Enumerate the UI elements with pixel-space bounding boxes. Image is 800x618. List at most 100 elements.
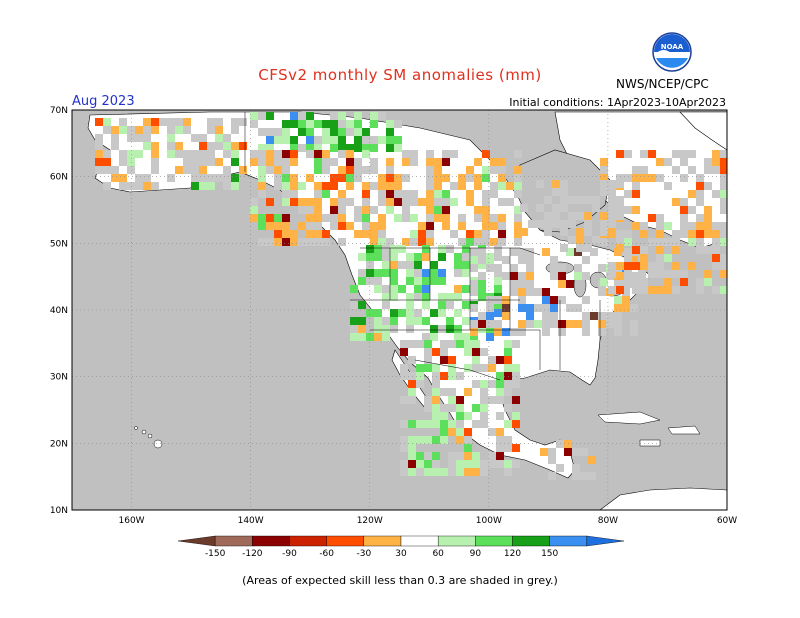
anomaly-cell <box>550 272 558 280</box>
anomaly-cell <box>422 301 430 309</box>
anomaly-cell <box>552 204 560 212</box>
anomaly-cell <box>450 150 458 158</box>
anomaly-cell <box>720 206 727 214</box>
anomaly-cell <box>464 348 472 356</box>
anomaly-cell <box>434 198 442 206</box>
anomaly-cell <box>504 364 512 372</box>
anomaly-cell <box>282 120 290 128</box>
anomaly-cell <box>159 118 167 126</box>
anomaly-cell <box>390 309 398 317</box>
anomaly-cell <box>103 126 111 134</box>
anomaly-cell <box>688 150 696 158</box>
anomaly-cell <box>478 248 486 256</box>
anomaly-cell <box>494 320 502 328</box>
anomaly-cell <box>504 348 512 356</box>
anomaly-cell <box>298 198 306 206</box>
anomaly-cell <box>207 174 215 182</box>
anomaly-cell <box>498 214 506 222</box>
anomaly-cell <box>426 230 434 238</box>
anomaly-cell <box>386 182 394 190</box>
anomaly-cell <box>640 246 648 254</box>
anomaly-cell <box>282 190 290 198</box>
anomaly-cell <box>640 286 648 294</box>
political-borders <box>244 112 601 381</box>
anomaly-cell <box>191 134 199 142</box>
anomaly-cell <box>394 190 402 198</box>
anomaly-cell <box>143 142 151 150</box>
anomaly-cell <box>306 222 314 230</box>
anomaly-cell <box>119 158 127 166</box>
anomaly-cell <box>314 230 322 238</box>
anomaly-cell <box>518 288 526 296</box>
anomaly-cell <box>572 464 580 472</box>
anomaly-cell <box>167 126 175 134</box>
anomaly-cell <box>426 158 434 166</box>
anomaly-cell <box>542 304 550 312</box>
anomaly-cell <box>414 269 422 277</box>
anomaly-cell <box>434 182 442 190</box>
anomaly-cell <box>656 238 664 246</box>
anomaly-cell <box>354 144 362 152</box>
anomaly-cell <box>510 248 518 256</box>
anomaly-cell <box>354 158 362 166</box>
anomaly-cell <box>482 238 490 246</box>
anomaly-cell <box>215 134 223 142</box>
anomaly-cell <box>266 222 274 230</box>
anomaly-cell <box>414 309 422 317</box>
anomaly-cell <box>496 388 504 396</box>
anomaly-cell <box>720 198 727 206</box>
anomaly-cell <box>382 245 390 253</box>
anomaly-cell <box>564 448 572 456</box>
anomaly-cell <box>592 204 600 212</box>
anomaly-cell <box>127 150 135 158</box>
anomaly-cell <box>400 396 408 404</box>
anomaly-cell <box>400 436 408 444</box>
anomaly-cell <box>362 150 370 158</box>
anomaly-cell <box>550 320 558 328</box>
anomaly-cell <box>448 396 456 404</box>
anomaly-cell <box>534 288 542 296</box>
anomaly-cell <box>656 270 664 278</box>
anomaly-cell <box>274 182 282 190</box>
anomaly-cell <box>552 180 560 188</box>
anomaly-cell <box>648 270 656 278</box>
anomaly-cell <box>434 166 442 174</box>
anomaly-cell <box>480 380 488 388</box>
anomaly-cell <box>298 222 306 230</box>
anomaly-cell <box>370 166 378 174</box>
anomaly-cell <box>422 333 430 341</box>
anomaly-cell <box>422 285 430 293</box>
anomaly-cell <box>258 144 266 152</box>
anomaly-cell <box>624 206 632 214</box>
anomaly-cell <box>656 158 664 166</box>
anomaly-cell <box>526 248 534 256</box>
anomaly-cell <box>494 285 502 293</box>
anomaly-cell <box>478 256 486 264</box>
anomaly-cell <box>426 198 434 206</box>
anomaly-cell <box>382 253 390 261</box>
anomaly-cell <box>696 174 704 182</box>
anomaly-cell <box>258 128 266 136</box>
anomaly-cell <box>536 204 544 212</box>
anomaly-cell <box>512 380 520 388</box>
anomaly-cell <box>314 222 322 230</box>
anomaly-cell <box>696 222 704 230</box>
anomaly-cell <box>606 320 614 328</box>
anomaly-cell <box>712 246 720 254</box>
anomaly-cell <box>680 222 688 230</box>
anomaly-cell <box>274 222 282 230</box>
anomaly-cell <box>207 182 215 190</box>
anomaly-cell <box>414 261 422 269</box>
anomaly-cell <box>704 278 712 286</box>
anomaly-cell <box>688 222 696 230</box>
anomaly-cell <box>466 166 474 174</box>
anomaly-cell <box>464 468 472 476</box>
anomaly-cell <box>414 293 422 301</box>
anomaly-cell <box>250 150 258 158</box>
anomaly-cell <box>414 277 422 285</box>
anomaly-cell <box>590 248 598 256</box>
anomaly-cell <box>440 348 448 356</box>
anomaly-cell <box>456 412 464 420</box>
anomaly-cell <box>250 214 258 222</box>
anomaly-cell <box>456 420 464 428</box>
